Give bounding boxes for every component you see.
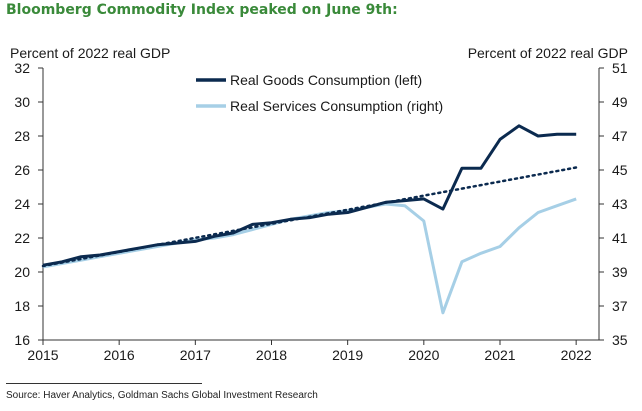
left-tick-label: 32: [14, 60, 30, 76]
series-lines: [41, 124, 578, 315]
right-tick-label: 35: [612, 332, 628, 348]
source-note: Source: Haver Analytics, Goldman Sachs G…: [6, 390, 318, 401]
source-divider: [6, 383, 202, 384]
chart-title: Bloomberg Commodity Index peaked on June…: [6, 2, 398, 18]
axis-ticks: 1618202224262830323537394143454749512015…: [14, 60, 627, 363]
right-axis-label: Percent of 2022 real GDP: [468, 45, 628, 61]
right-tick-label: 39: [612, 264, 628, 280]
x-tick-label: 2016: [104, 347, 135, 363]
right-tick-label: 37: [612, 298, 628, 314]
left-tick-label: 22: [14, 230, 30, 246]
left-tick-label: 20: [14, 264, 30, 280]
right-tick-label: 49: [612, 94, 628, 110]
line-chart: Percent of 2022 real GDP Percent of 2022…: [10, 45, 628, 363]
x-tick-label: 2020: [408, 347, 439, 363]
right-tick-label: 51: [612, 60, 628, 76]
x-tick-label: 2015: [27, 347, 58, 363]
left-tick-label: 26: [14, 162, 30, 178]
legend-label: Real Services Consumption (right): [230, 98, 443, 114]
right-tick-label: 41: [612, 230, 628, 246]
right-tick-label: 47: [612, 128, 628, 144]
left-tick-label: 16: [14, 332, 30, 348]
left-tick-label: 30: [14, 94, 30, 110]
left-tick-label: 28: [14, 128, 30, 144]
x-tick-label: 2022: [561, 347, 592, 363]
goods-consumption-line: [42, 124, 577, 267]
x-tick-label: 2017: [180, 347, 211, 363]
legend: Real Goods Consumption (left) Real Servic…: [196, 72, 443, 114]
legend-label: Real Goods Consumption (left): [230, 72, 422, 88]
x-tick-label: 2021: [484, 347, 515, 363]
left-tick-label: 18: [14, 298, 30, 314]
right-tick-label: 43: [612, 196, 628, 212]
left-tick-label: 24: [14, 196, 30, 212]
left-axis-label: Percent of 2022 real GDP: [10, 45, 170, 61]
x-tick-label: 2019: [332, 347, 363, 363]
x-tick-label: 2018: [256, 347, 287, 363]
right-tick-label: 45: [612, 162, 628, 178]
